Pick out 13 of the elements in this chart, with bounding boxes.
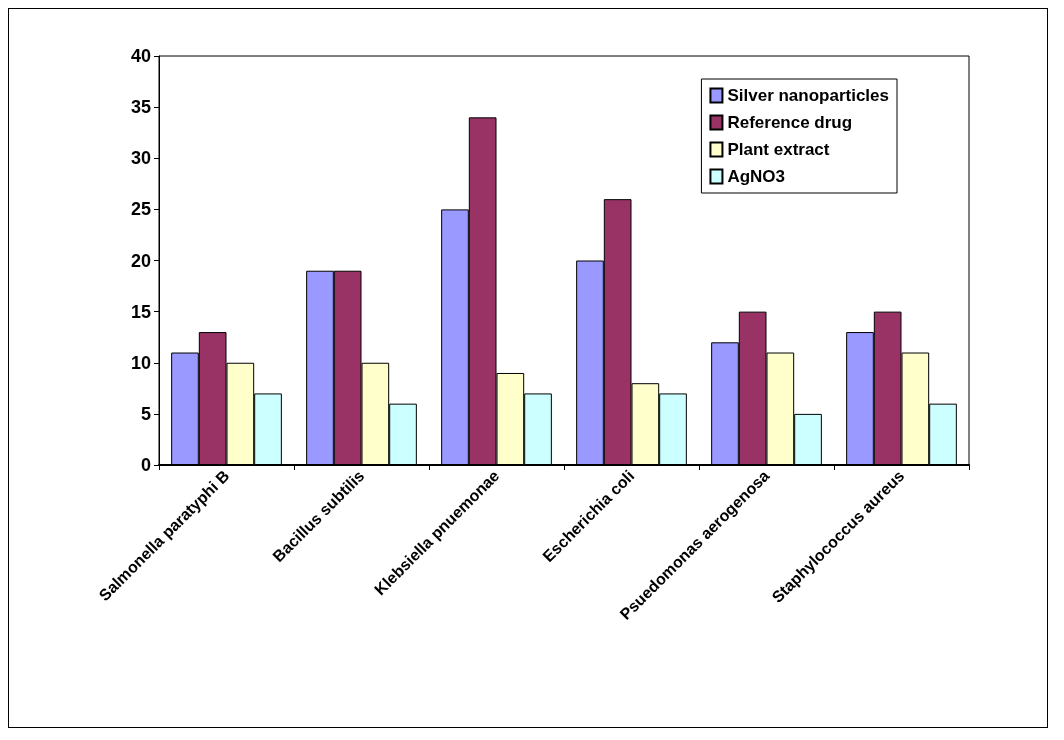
y-tick-label: 5 — [140, 403, 151, 424]
y-tick-label: 15 — [130, 301, 151, 322]
legend-label: Plant extract — [727, 140, 830, 159]
legend-label: Reference drug — [727, 113, 853, 132]
y-tick-label: 0 — [140, 455, 151, 475]
y-tick-label: 20 — [130, 250, 151, 271]
y-tick-label: 30 — [130, 148, 151, 169]
legend-label: AgNO3 — [727, 167, 786, 186]
y-tick-label: 10 — [130, 352, 151, 373]
y-tick-label: 40 — [130, 46, 151, 66]
y-tick-label: 35 — [130, 97, 151, 118]
legend-label: Silver nanoparticles — [727, 86, 890, 105]
y-tick-label: 25 — [130, 199, 151, 220]
